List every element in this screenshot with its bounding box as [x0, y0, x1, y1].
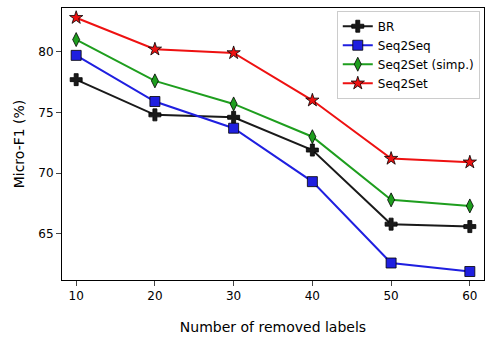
svg-text:Seq2Set (simp.): Seq2Set (simp.) — [378, 58, 474, 72]
svg-text:40: 40 — [305, 289, 320, 303]
svg-text:Seq2Seq: Seq2Seq — [378, 39, 431, 53]
svg-text:50: 50 — [383, 289, 398, 303]
svg-text:75: 75 — [38, 106, 53, 120]
svg-text:70: 70 — [38, 166, 53, 180]
svg-text:Micro-F1 (%): Micro-F1 (%) — [11, 100, 27, 189]
svg-text:10: 10 — [69, 289, 84, 303]
svg-text:80: 80 — [38, 45, 53, 59]
svg-text:20: 20 — [147, 289, 162, 303]
svg-text:30: 30 — [226, 289, 241, 303]
svg-text:Seq2Set: Seq2Set — [378, 77, 428, 91]
svg-text:Number of removed labels: Number of removed labels — [180, 319, 366, 335]
svg-text:60: 60 — [462, 289, 477, 303]
svg-text:65: 65 — [38, 227, 53, 241]
svg-text:BR: BR — [378, 20, 395, 34]
